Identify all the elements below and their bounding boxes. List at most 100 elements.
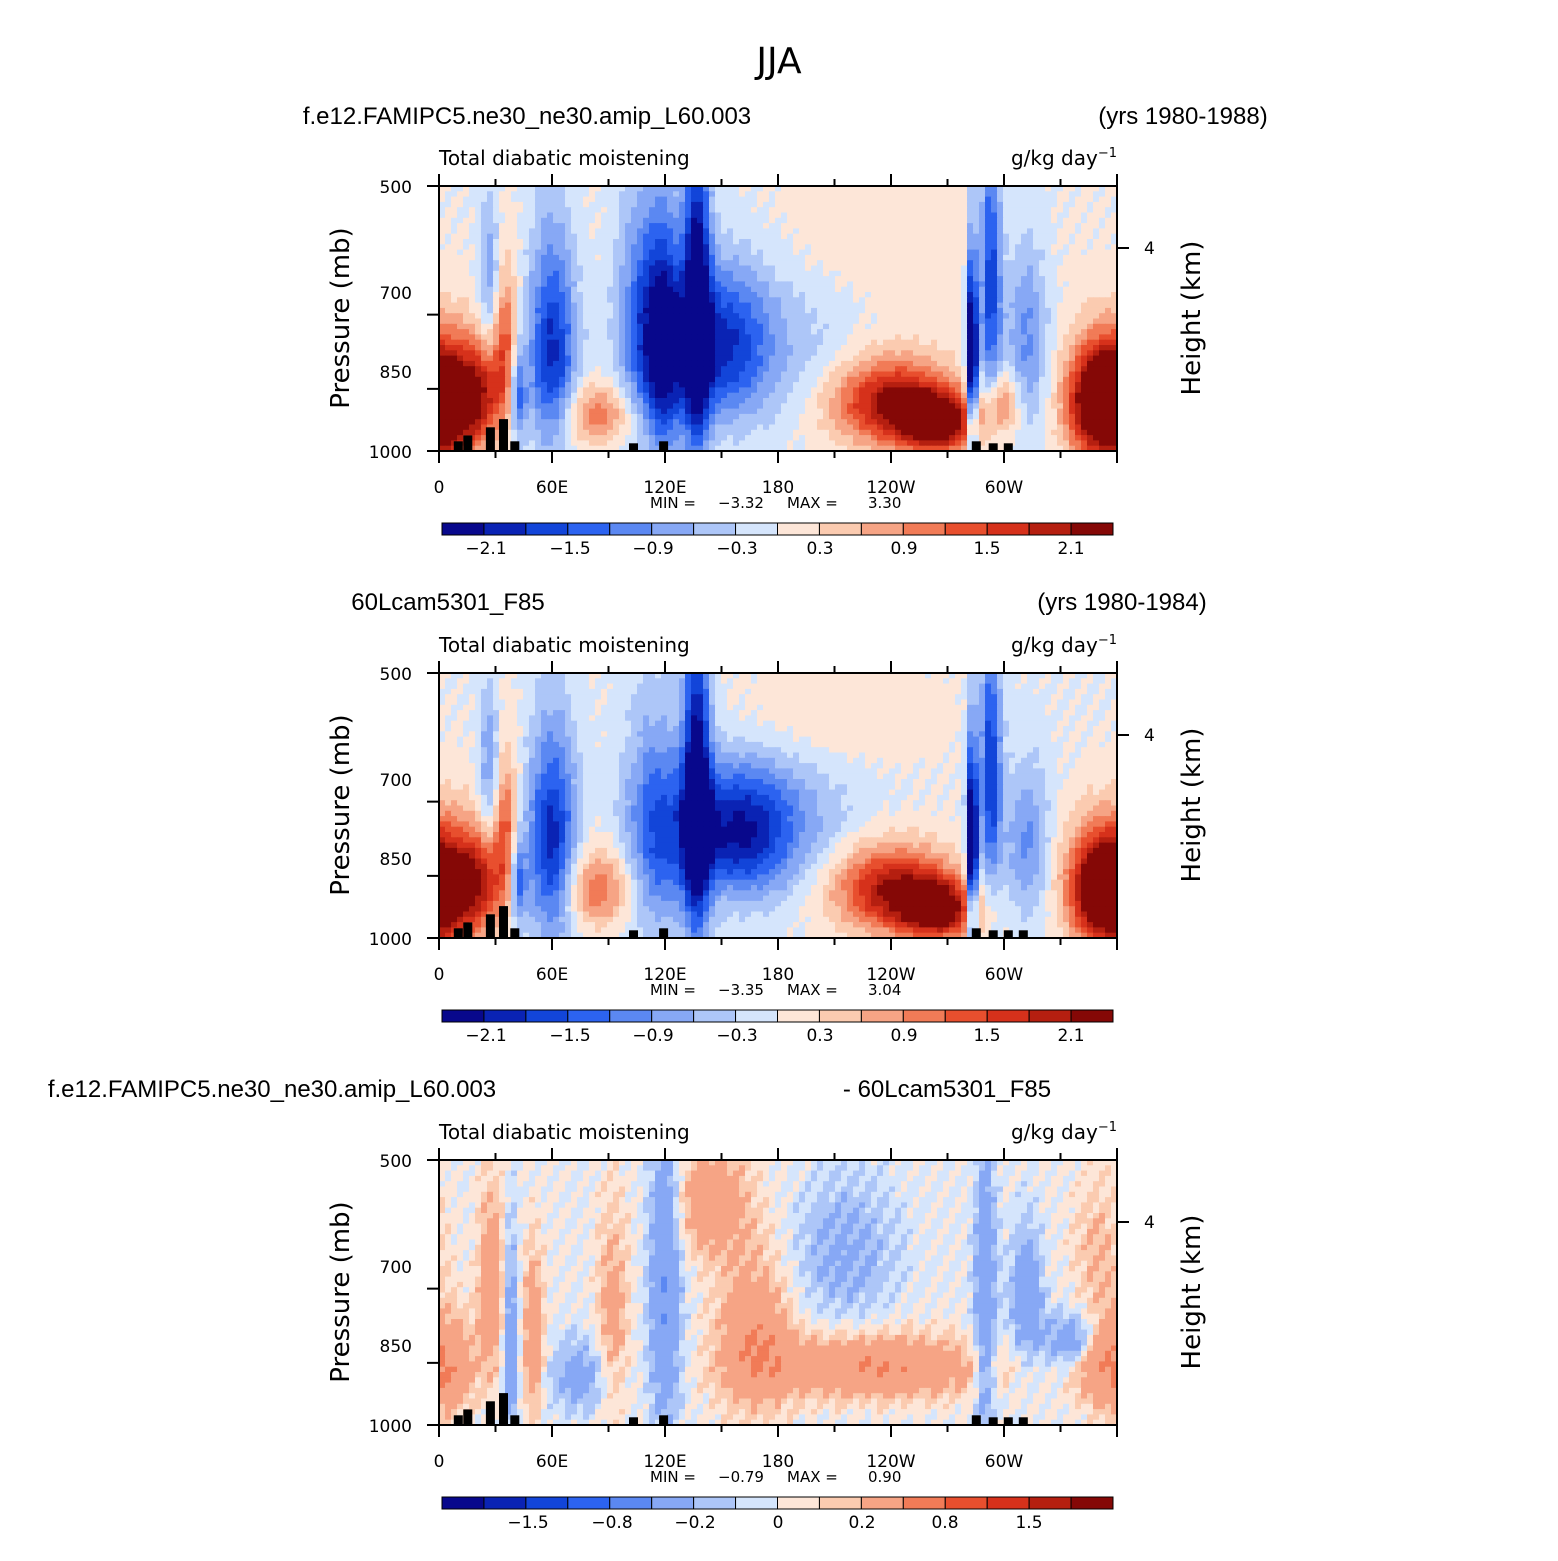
field-cell (505, 339, 512, 346)
field-cell (559, 191, 566, 198)
field-cell (817, 223, 824, 229)
field-cell (583, 265, 590, 272)
field-cell (505, 270, 512, 277)
field-cell (793, 281, 800, 288)
field-cell (469, 318, 476, 325)
field-cell (457, 334, 464, 341)
field-cell (937, 217, 944, 224)
field-cell (739, 408, 746, 415)
field-cell (727, 292, 734, 298)
field-cell (643, 403, 650, 410)
field-cell (757, 398, 764, 404)
field-cell (547, 323, 554, 330)
field-cell (1021, 350, 1028, 357)
field-cell (457, 382, 464, 388)
field-cell (457, 191, 464, 198)
field-cell (511, 276, 518, 282)
field-cell (457, 276, 464, 282)
field-cell (541, 366, 548, 373)
field-cell (1087, 260, 1094, 267)
field-cell (943, 228, 950, 235)
field-cell (829, 355, 836, 362)
field-cell (1051, 244, 1058, 251)
field-cell (961, 270, 968, 277)
field-cell (553, 207, 560, 214)
field-cell (559, 244, 566, 251)
field-cell (565, 355, 572, 362)
field-cell (793, 334, 800, 341)
field-cell (931, 392, 938, 399)
field-cell (1045, 350, 1052, 357)
field-cell (625, 191, 632, 198)
field-cell (781, 223, 788, 229)
field-cell (487, 196, 494, 203)
field-cell (841, 318, 848, 325)
field-cell (835, 403, 842, 410)
field-cell (577, 398, 584, 404)
field-cell (619, 217, 626, 224)
field-cell (589, 307, 596, 314)
field-cell (1027, 249, 1034, 256)
field-cell (463, 302, 470, 309)
field-cell (517, 355, 524, 362)
field-cell (517, 270, 524, 277)
field-cell (607, 254, 614, 261)
field-cell (637, 223, 644, 229)
field-cell (655, 403, 662, 410)
field-cell (685, 207, 692, 214)
field-cell (493, 392, 500, 399)
field-cell (691, 270, 698, 277)
field-cell (523, 196, 530, 203)
field-cell (955, 212, 962, 219)
field-cell (799, 196, 806, 203)
field-cell (487, 244, 494, 251)
field-cell (901, 249, 908, 256)
field-cell (661, 286, 668, 293)
field-cell (1087, 350, 1094, 357)
field-cell (1027, 207, 1034, 214)
field-cell (865, 217, 872, 224)
field-cell (835, 334, 842, 341)
field-cell (1087, 355, 1094, 362)
field-cell (715, 186, 722, 192)
field-cell (1009, 196, 1016, 203)
field-cell (883, 244, 890, 251)
field-cell (781, 339, 788, 346)
field-cell (871, 307, 878, 314)
field-cell (721, 307, 728, 314)
field-cell (565, 212, 572, 219)
field-cell (727, 270, 734, 277)
field-cell (451, 339, 458, 346)
field-cell (679, 186, 686, 192)
field-cell (865, 371, 872, 378)
field-cell (739, 260, 746, 267)
field-cell (955, 334, 962, 341)
field-cell (883, 366, 890, 373)
field-cell (997, 408, 1004, 415)
field-cell (883, 307, 890, 314)
field-cell (727, 281, 734, 288)
field-cell (739, 233, 746, 240)
field-cell (1093, 286, 1100, 293)
field-cell (439, 318, 446, 325)
field-cell (481, 313, 488, 320)
field-cell (685, 201, 692, 208)
field-cell (1081, 239, 1088, 245)
field-cell (763, 286, 770, 293)
field-cell (811, 207, 818, 214)
field-cell (859, 318, 866, 325)
field-cell (679, 276, 686, 282)
field-cell (805, 345, 812, 351)
field-cell (1057, 392, 1064, 399)
field-cell (727, 233, 734, 240)
field-cell (919, 260, 926, 267)
field-cell (1009, 413, 1016, 420)
field-cell (775, 276, 782, 282)
field-cell (589, 329, 596, 335)
field-cell (607, 260, 614, 267)
field-cell (769, 270, 776, 277)
field-cell (673, 371, 680, 378)
field-cell (475, 239, 482, 245)
field-cell (1015, 260, 1022, 267)
field-cell (901, 270, 908, 277)
